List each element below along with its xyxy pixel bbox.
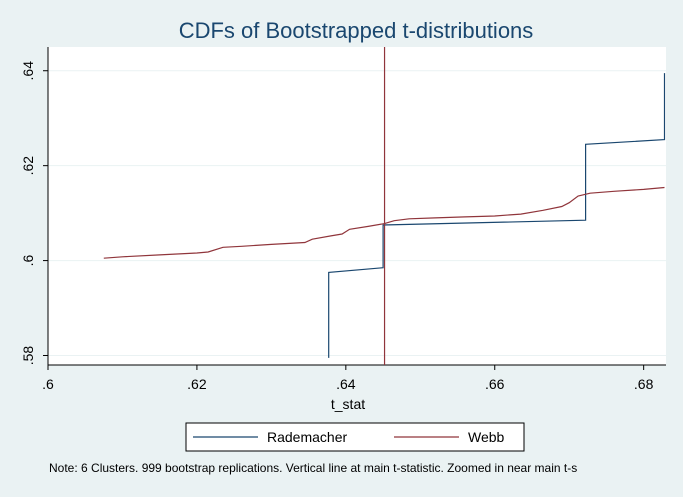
plot-area: [48, 47, 666, 365]
x-tick-label-0: .6: [42, 376, 54, 392]
chart-note: Note: 6 Clusters. 999 bootstrap replicat…: [49, 461, 577, 475]
legend: Rademacher Webb: [185, 422, 525, 452]
legend-label-rademacher: Rademacher: [267, 429, 347, 445]
y-tick-label-3: .64: [20, 61, 36, 81]
y-tick-label-0: .58: [20, 346, 36, 366]
chart-title: CDFs of Bootstrapped t-distributions: [179, 18, 534, 43]
gridlines: [48, 70, 666, 357]
x-tick-label-3: .66: [485, 376, 505, 392]
y-tick-label-1: .6: [20, 255, 36, 267]
legend-label-webb: Webb: [468, 429, 505, 445]
y-tick-label-2: .62: [20, 156, 36, 176]
x-tick-label-1: .62: [187, 376, 207, 392]
x-tick-label-2: .64: [336, 376, 356, 392]
series-line-rademacher: [328, 73, 666, 358]
x-tick-label-4: .68: [634, 376, 654, 392]
x-axis-title: t_stat: [331, 396, 365, 412]
axes: .58 .6 .62 .64 .6 .62 .64 .66 .68: [20, 47, 666, 392]
series-layer: [103, 47, 666, 365]
